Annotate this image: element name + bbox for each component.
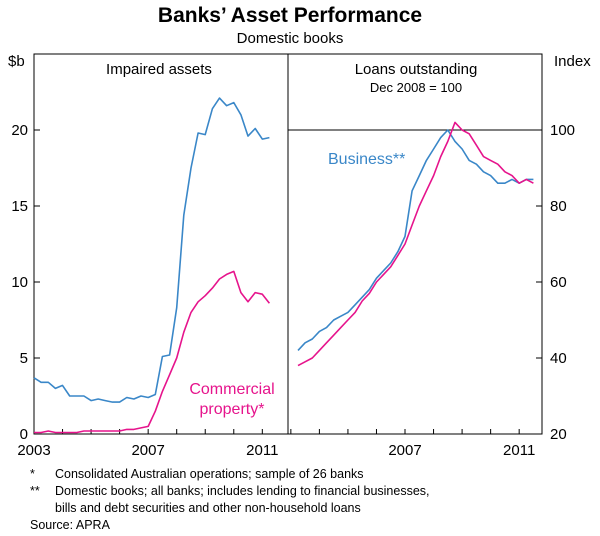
y-tick-label: 100: [550, 122, 575, 139]
right-unit-label: Index: [554, 53, 591, 70]
footnote-text: Consolidated Australian operations; samp…: [55, 467, 364, 481]
business-line: [297, 129, 534, 351]
y-tick-label: 5: [20, 350, 28, 367]
tick-group: 0 5 10 15 20 2003 2007 2011 20 40 60 80 100 2007 2011: [11, 122, 575, 459]
y-tick-label: 60: [550, 274, 567, 291]
chart-title: Banks’ Asset Performance: [158, 4, 422, 27]
y-tick-label: 10: [11, 274, 28, 291]
x-tick-label: 2011: [503, 442, 535, 459]
footnote-text: bills and debt securities and other non-…: [55, 501, 361, 515]
left-panel-title: Impaired assets: [106, 61, 212, 78]
series-group: [33, 97, 534, 434]
footnote-text: Domestic books; all banks; includes lend…: [55, 484, 430, 498]
y-tick-label: 40: [550, 350, 567, 367]
commercial-series-label-line1: Commercial: [189, 381, 274, 398]
business-line: [33, 97, 270, 403]
y-tick-label: 80: [550, 198, 567, 215]
y-tick-label: 0: [20, 426, 28, 443]
x-tick-label: 2007: [131, 442, 164, 459]
x-tick-label: 2003: [17, 442, 50, 459]
x-tick-label: 2007: [388, 442, 421, 459]
footnote-marker: *: [30, 467, 35, 481]
business-series-label: Business**: [328, 151, 405, 168]
footnote-marker: **: [30, 484, 40, 498]
commercial-series-label-line2: property*: [200, 401, 265, 418]
chart-subtitle: Domestic books: [237, 30, 344, 47]
commercial-property-line: [34, 270, 271, 434]
y-tick-label: 15: [11, 198, 28, 215]
chart-svg: Banks’ Asset Performance Domestic books …: [8, 4, 591, 459]
left-unit-label: $b: [8, 53, 25, 70]
y-tick-label: 20: [550, 426, 567, 443]
right-panel-subtitle: Dec 2008 = 100: [370, 80, 462, 95]
commercial-property-line: [297, 121, 534, 367]
right-panel-title: Loans outstanding: [355, 61, 478, 78]
y-tick-label: 20: [11, 122, 28, 139]
x-tick-label: 2011: [246, 442, 278, 459]
source-note: Source: APRA: [30, 518, 110, 532]
